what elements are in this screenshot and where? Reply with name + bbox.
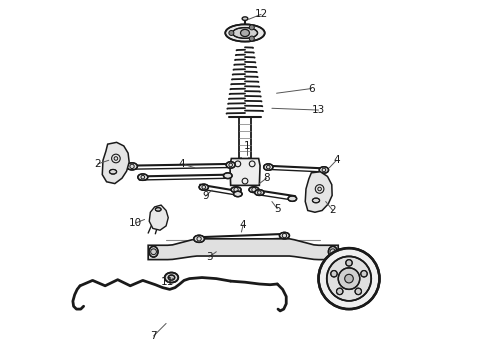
Polygon shape [230, 158, 260, 185]
Ellipse shape [155, 208, 161, 211]
Text: 11: 11 [161, 277, 174, 287]
Circle shape [346, 260, 352, 266]
Circle shape [337, 288, 343, 294]
Circle shape [355, 288, 362, 294]
Text: 5: 5 [274, 204, 281, 214]
Text: 2: 2 [330, 206, 336, 216]
Ellipse shape [279, 232, 290, 239]
Text: 4: 4 [333, 155, 340, 165]
Text: 13: 13 [312, 105, 325, 115]
Ellipse shape [225, 24, 265, 41]
Ellipse shape [168, 275, 175, 280]
Ellipse shape [109, 170, 117, 174]
Ellipse shape [288, 196, 296, 201]
Ellipse shape [241, 30, 249, 37]
Ellipse shape [226, 162, 235, 168]
Ellipse shape [138, 174, 148, 180]
Ellipse shape [231, 187, 241, 193]
Text: 10: 10 [129, 218, 142, 228]
Ellipse shape [232, 28, 258, 39]
Ellipse shape [242, 17, 248, 21]
Circle shape [318, 248, 379, 309]
Text: 7: 7 [150, 331, 157, 341]
Ellipse shape [328, 246, 337, 257]
Polygon shape [102, 142, 129, 184]
Text: 1: 1 [244, 141, 250, 151]
Text: 8: 8 [263, 173, 270, 183]
Circle shape [338, 268, 360, 289]
Ellipse shape [223, 173, 232, 179]
Ellipse shape [199, 184, 208, 190]
Text: 4: 4 [240, 220, 246, 230]
Circle shape [229, 31, 234, 36]
Circle shape [344, 274, 353, 283]
Ellipse shape [149, 246, 158, 257]
Polygon shape [148, 239, 338, 260]
Text: 2: 2 [95, 159, 101, 169]
Ellipse shape [264, 164, 273, 170]
Ellipse shape [194, 235, 204, 242]
Ellipse shape [165, 273, 178, 283]
Text: 12: 12 [254, 9, 268, 19]
Ellipse shape [255, 190, 264, 195]
Polygon shape [305, 172, 332, 212]
Ellipse shape [249, 187, 259, 193]
Polygon shape [149, 205, 168, 230]
Ellipse shape [313, 198, 319, 203]
Text: 6: 6 [308, 84, 315, 94]
Circle shape [327, 256, 371, 301]
Text: 3: 3 [206, 252, 213, 262]
Circle shape [361, 270, 367, 277]
Circle shape [249, 25, 254, 30]
Ellipse shape [319, 167, 329, 173]
Ellipse shape [234, 191, 242, 197]
Text: 9: 9 [202, 191, 209, 201]
Ellipse shape [126, 163, 137, 170]
Text: 4: 4 [179, 159, 186, 169]
Circle shape [249, 36, 254, 41]
Circle shape [331, 270, 337, 277]
